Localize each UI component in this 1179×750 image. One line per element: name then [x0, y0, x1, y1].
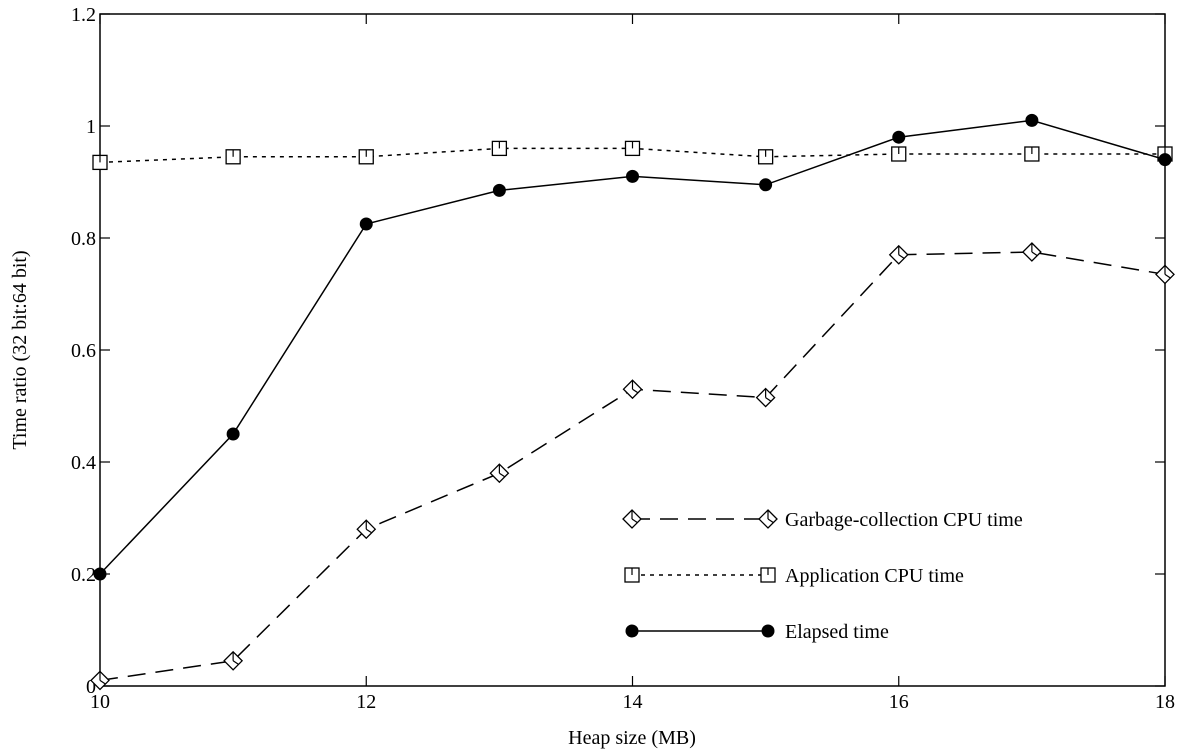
- y-tick-label: 1: [86, 116, 96, 138]
- data-point: [491, 140, 508, 157]
- y-tick-label: 0.6: [71, 340, 96, 362]
- data-point: [1021, 242, 1042, 262]
- data-point: [226, 427, 240, 441]
- legend-marker: [760, 567, 776, 583]
- data-point: [93, 567, 107, 581]
- data-point: [891, 146, 907, 162]
- data-point: [92, 154, 108, 171]
- x-tick-label: 14: [623, 691, 643, 713]
- x-tick-label: 16: [889, 691, 909, 713]
- legend-entry: Application CPU time: [624, 565, 964, 587]
- data-point: [359, 217, 373, 231]
- data-point: [1025, 113, 1039, 127]
- series-3: [93, 113, 1172, 581]
- legend-label: Elapsed time: [785, 621, 889, 643]
- data-point: [1024, 146, 1040, 162]
- x-tick-label: 10: [90, 691, 110, 713]
- data-point: [759, 178, 773, 192]
- data-point: [622, 379, 643, 400]
- data-point: [755, 387, 776, 408]
- legend-marker: [761, 624, 775, 638]
- legend-entry: Elapsed time: [625, 621, 889, 643]
- series-line: [99, 119, 1166, 575]
- data-point: [626, 169, 639, 183]
- data-point: [356, 519, 377, 540]
- legend: Garbage-collection CPU time Application C…: [622, 509, 1023, 643]
- data-point: [489, 463, 510, 484]
- data-point: [757, 149, 774, 165]
- y-tick-label: 1.2: [71, 4, 96, 26]
- data-point: [1158, 153, 1172, 167]
- y-tick-label: 0.8: [71, 228, 96, 250]
- legend-marker: [622, 509, 642, 529]
- legend-label: Application CPU time: [785, 565, 964, 587]
- plot-area-frame: [99, 13, 1166, 687]
- data-point: [492, 183, 506, 197]
- data-point: [888, 244, 909, 265]
- y-tick-label: 0: [86, 676, 96, 698]
- y-axis-label: Time ratio (32 bit:64 bit): [9, 250, 31, 449]
- data-point: [223, 650, 244, 671]
- x-tick-label: 12: [356, 691, 376, 713]
- series-line: [99, 251, 1166, 682]
- data-point: [358, 149, 374, 165]
- series-1: [90, 242, 1175, 691]
- x-tick-label: 18: [1155, 691, 1175, 713]
- x-axis-label: Heap size (MB): [568, 727, 696, 749]
- y-tick-label: 0.4: [71, 452, 96, 474]
- legend-label: Garbage-collection CPU time: [785, 509, 1023, 531]
- legend-marker: [624, 567, 640, 583]
- legend-marker: [758, 509, 778, 529]
- data-point: [892, 130, 906, 144]
- series-layer: [90, 113, 1175, 691]
- data-point: [624, 140, 641, 157]
- data-point: [90, 670, 110, 691]
- y-tick-label: 0.2: [71, 564, 96, 586]
- legend-entry: Garbage-collection CPU time: [622, 509, 1023, 531]
- series-2: [92, 140, 1173, 171]
- data-point: [225, 149, 241, 165]
- legend-marker: [625, 624, 639, 638]
- ticks: 10 12 14 16 18 0 0.2 0.4 0.6 0.8 1 1.2: [71, 4, 1175, 713]
- data-point: [1155, 264, 1175, 285]
